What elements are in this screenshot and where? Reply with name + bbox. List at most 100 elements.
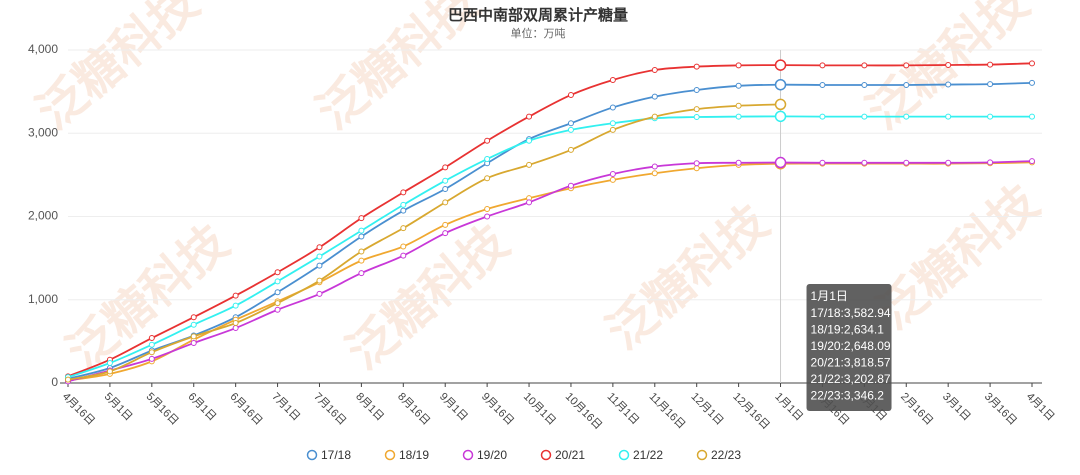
point	[693, 114, 700, 121]
tooltip-line: 22/23:3,346.2	[811, 389, 885, 403]
point	[609, 76, 616, 83]
series-line	[67, 62, 1033, 378]
point	[609, 126, 616, 133]
x-tick-label: 11月1日	[605, 391, 641, 427]
tooltip-box	[806, 284, 892, 411]
x-tick-label: 7月1日	[269, 391, 302, 424]
legend-marker	[696, 449, 708, 461]
y-tick-label: 2,000	[28, 209, 58, 223]
point	[735, 82, 742, 89]
point	[316, 244, 323, 251]
point	[861, 81, 868, 88]
legend-marker	[384, 449, 396, 461]
series-line	[67, 115, 1032, 379]
x-tick-label: 5月1日	[102, 391, 135, 424]
point	[442, 199, 449, 206]
point	[232, 302, 239, 309]
point	[316, 262, 323, 269]
point	[861, 62, 868, 69]
chart-subtitle: 单位：万吨	[511, 26, 566, 40]
point	[232, 325, 239, 332]
x-tick-label: 3月1日	[940, 391, 973, 424]
point	[735, 113, 742, 120]
point	[861, 159, 868, 166]
point	[861, 113, 868, 120]
point	[358, 270, 365, 277]
point	[609, 104, 616, 111]
x-tick-label: 12月1日	[689, 391, 726, 428]
point	[987, 159, 994, 166]
point	[819, 81, 826, 88]
legend-marker	[306, 449, 318, 461]
tooltip-line: 20/21:3,818.57	[811, 356, 891, 370]
point	[567, 120, 574, 127]
point	[774, 98, 787, 111]
point	[1029, 158, 1035, 165]
point	[567, 126, 574, 133]
legend-label: 20/21	[555, 448, 585, 462]
legend-label: 21/22	[633, 448, 663, 462]
legend-label: 18/19	[399, 448, 429, 462]
point	[903, 159, 910, 166]
point	[274, 269, 281, 276]
point	[106, 360, 113, 367]
tooltip-line: 18/19:2,634.1	[811, 323, 885, 337]
point	[148, 341, 155, 348]
x-tick-label: 8月16日	[395, 391, 432, 428]
point	[735, 102, 742, 109]
point	[1029, 79, 1035, 86]
y-tick-label: 0	[51, 375, 58, 389]
x-tick-label: 8月1日	[353, 391, 386, 424]
tooltip-title: 1月1日	[811, 289, 848, 303]
point	[358, 215, 365, 222]
point	[567, 146, 574, 153]
point	[693, 165, 700, 172]
point	[232, 320, 239, 327]
point	[484, 156, 491, 163]
point	[651, 163, 658, 170]
series-line	[67, 81, 1033, 380]
point	[567, 91, 574, 98]
point	[651, 170, 658, 177]
series-line	[67, 160, 1033, 383]
watermark: 泛糖科技	[868, 176, 1049, 340]
point	[442, 230, 449, 237]
point	[232, 292, 239, 299]
legend-marker	[540, 449, 552, 461]
tooltip-line: 19/20:2,648.09	[811, 339, 891, 353]
x-tick-label: 4月1日	[1024, 391, 1057, 424]
watermark: 泛糖科技	[338, 216, 519, 380]
point	[274, 289, 281, 296]
point	[609, 120, 616, 127]
x-tick-label: 7月16日	[311, 391, 348, 428]
point	[526, 199, 533, 206]
legend-marker	[462, 449, 474, 461]
point	[903, 81, 910, 88]
point	[735, 159, 742, 166]
point	[316, 253, 323, 260]
point	[903, 113, 910, 120]
point	[442, 186, 449, 193]
point	[526, 161, 533, 168]
point	[442, 164, 449, 171]
tooltip-line: 21/22:3,202.87	[811, 372, 891, 386]
point	[819, 113, 826, 120]
point	[484, 213, 491, 220]
x-tick-label: 3月16日	[982, 391, 1019, 428]
point	[1029, 60, 1035, 67]
x-tick-label: 9月16日	[479, 391, 516, 428]
point	[316, 277, 323, 284]
point	[190, 314, 197, 321]
point	[274, 306, 281, 313]
point	[190, 321, 197, 328]
legend-label: 17/18	[321, 448, 351, 462]
point	[693, 63, 700, 70]
point	[819, 159, 826, 166]
point	[274, 278, 281, 285]
legend-label: 22/23	[711, 448, 741, 462]
point	[945, 61, 952, 68]
watermark: 泛糖科技	[58, 216, 239, 380]
point	[316, 290, 323, 297]
x-tick-label: 4月16日	[60, 391, 97, 428]
tooltip-line: 17/18:3,582.94	[811, 306, 891, 320]
